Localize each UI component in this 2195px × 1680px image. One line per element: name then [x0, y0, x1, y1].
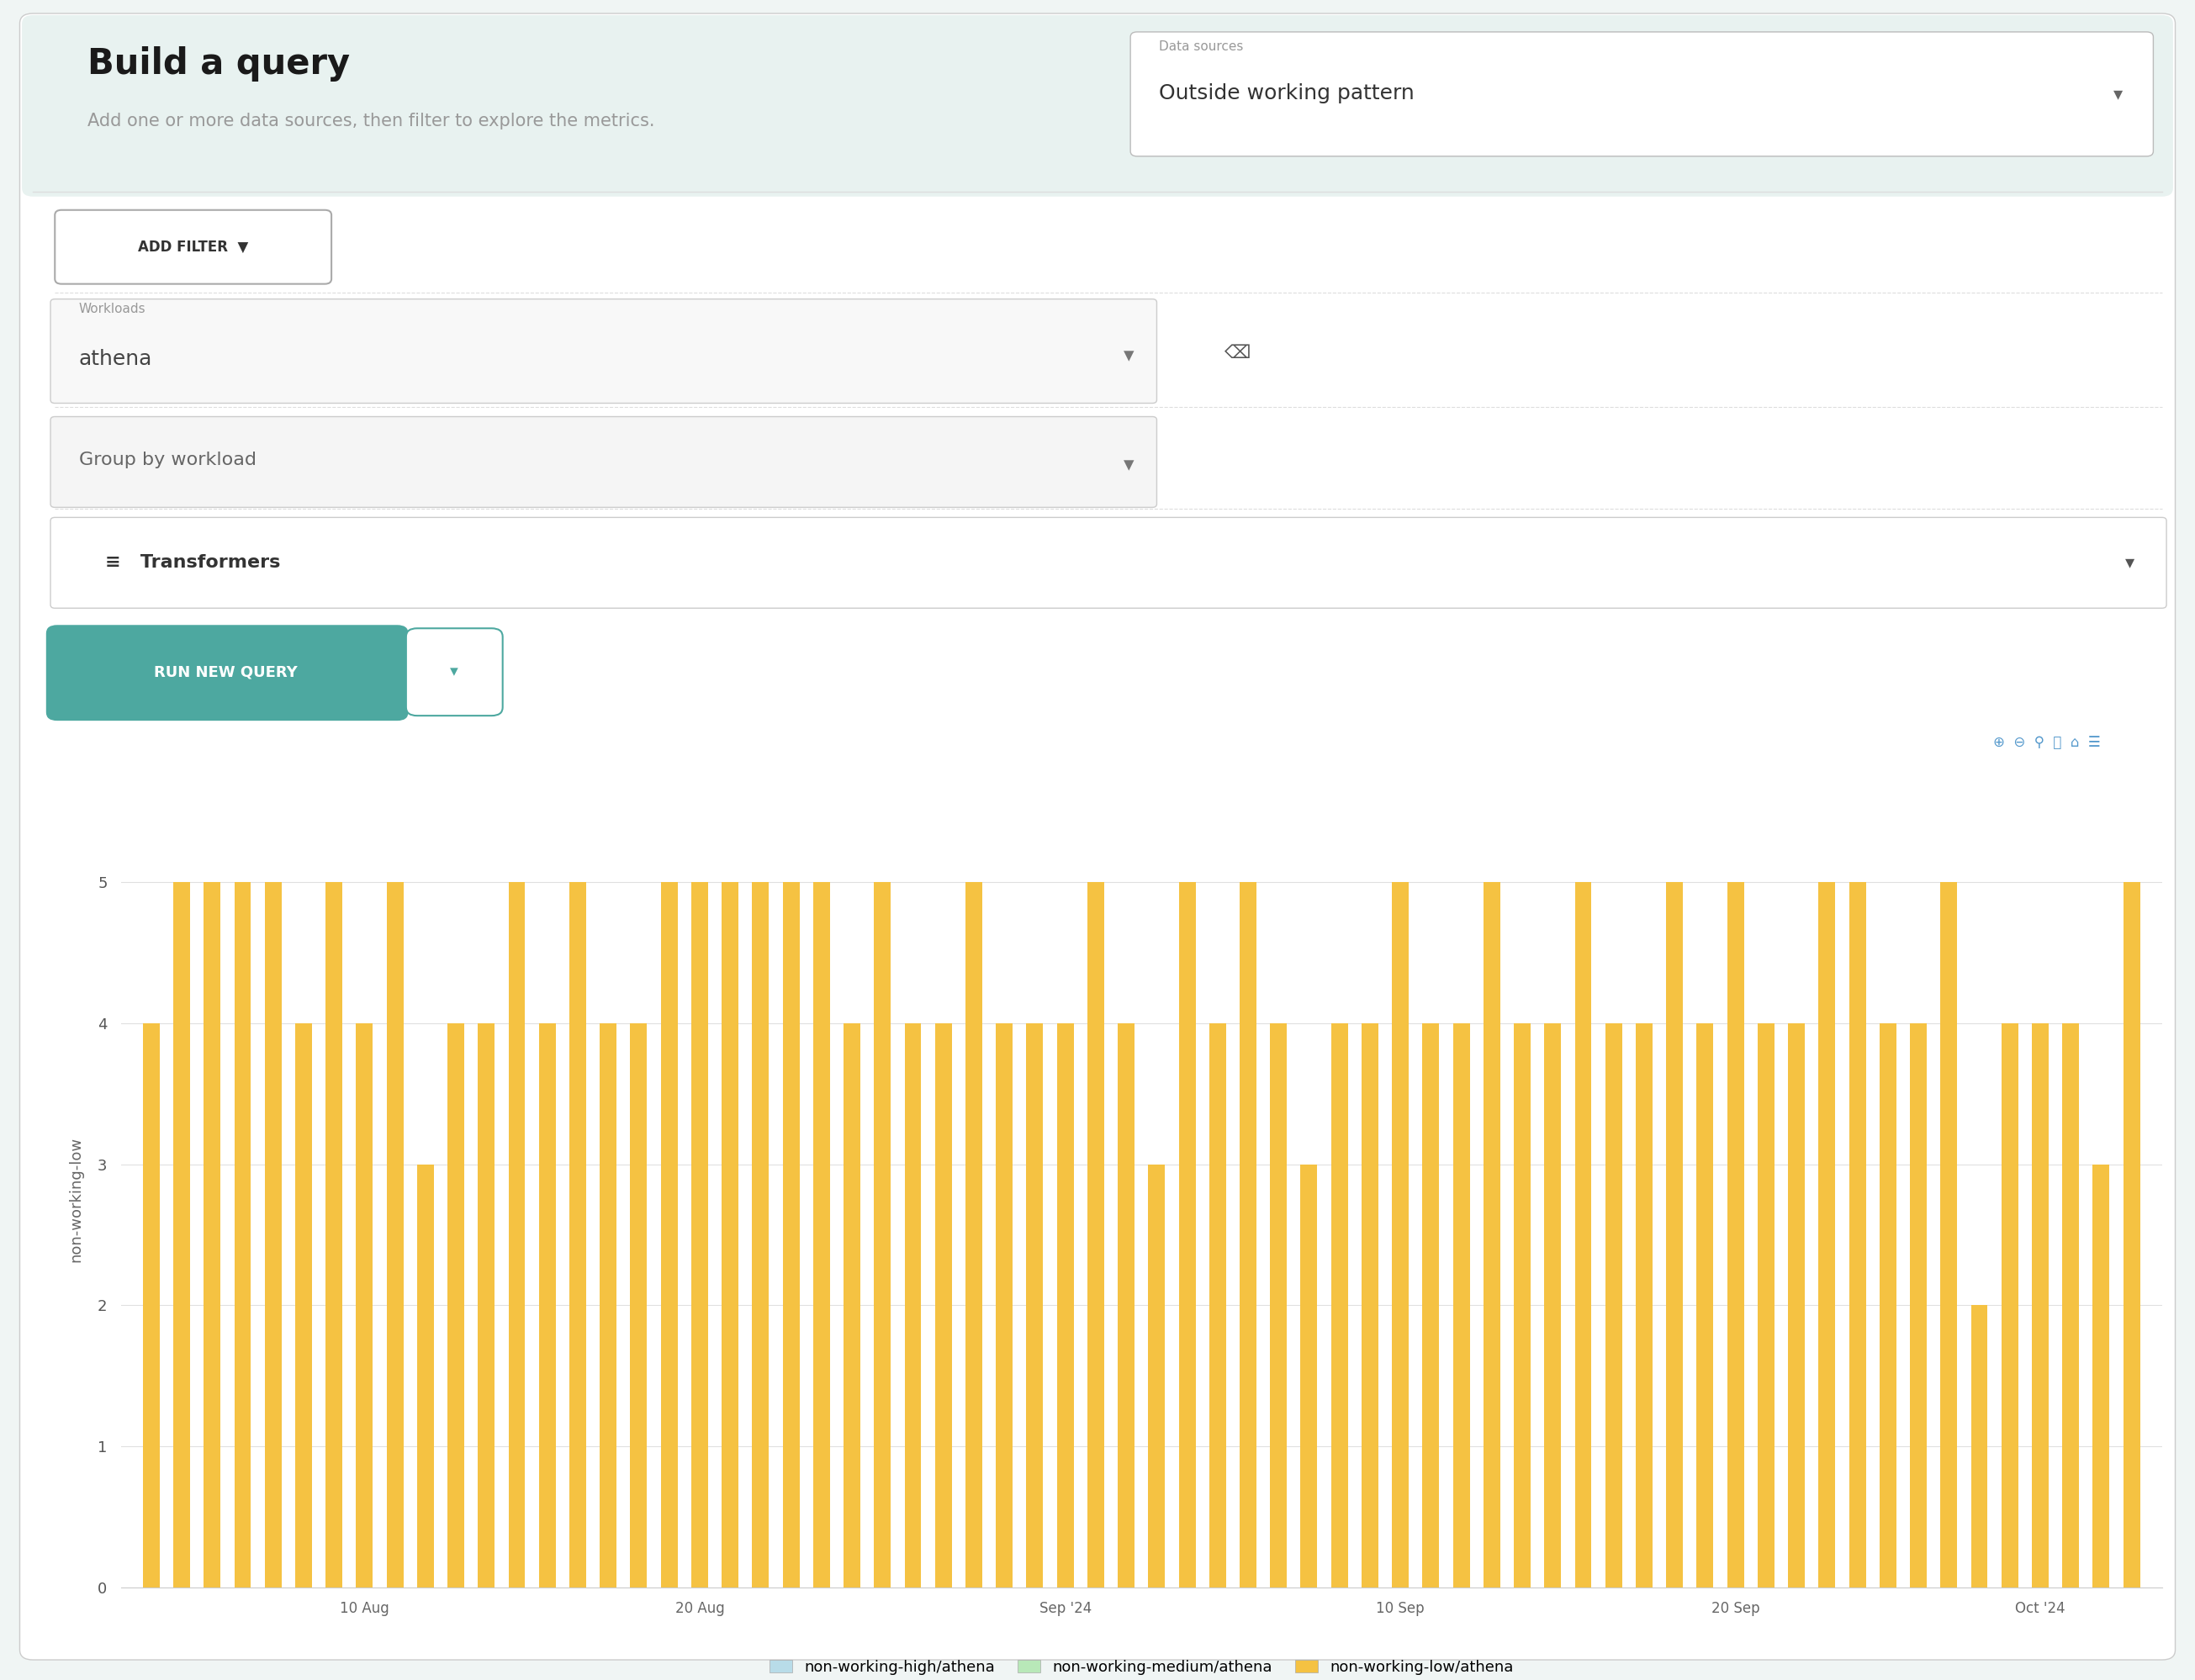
Bar [599, 1023, 617, 1588]
Legend: non-working-high/athena, non-working-medium/athena, non-working-low/athena: non-working-high/athena, non-working-med… [764, 1653, 1519, 1680]
Y-axis label: non-working-low: non-working-low [68, 1137, 83, 1262]
Bar [1605, 1023, 1622, 1588]
Bar [2033, 1023, 2048, 1588]
Text: Data sources: Data sources [1159, 40, 1242, 54]
Text: Add one or more data sources, then filter to explore the metrics.: Add one or more data sources, then filte… [88, 113, 654, 129]
Bar [1879, 1023, 1896, 1588]
Bar [1727, 882, 1743, 1588]
FancyBboxPatch shape [406, 628, 503, 716]
Bar [1635, 1023, 1653, 1588]
Bar [1971, 1305, 1989, 1588]
Bar [1666, 882, 1684, 1588]
Bar [143, 1023, 160, 1588]
Bar [753, 882, 768, 1588]
Text: ▾: ▾ [450, 664, 459, 680]
Text: ▾: ▾ [1124, 455, 1135, 475]
Bar [1240, 882, 1256, 1588]
Bar [1574, 882, 1591, 1588]
Bar [386, 882, 404, 1588]
Text: Build a query: Build a query [88, 45, 351, 82]
Bar [173, 882, 191, 1588]
Bar [1758, 1023, 1774, 1588]
Bar [1940, 882, 1958, 1588]
Text: ▾: ▾ [2114, 86, 2123, 102]
FancyBboxPatch shape [1130, 32, 2153, 156]
Bar [784, 882, 799, 1588]
Bar [1697, 1023, 1714, 1588]
FancyBboxPatch shape [50, 417, 1157, 507]
Bar [1148, 1164, 1166, 1588]
Bar [1422, 1023, 1440, 1588]
Bar [2123, 882, 2140, 1588]
Bar [569, 882, 586, 1588]
Bar [1484, 882, 1499, 1588]
Text: RUN NEW QUERY: RUN NEW QUERY [154, 664, 299, 680]
Text: Outside working pattern: Outside working pattern [1159, 82, 1414, 104]
FancyBboxPatch shape [46, 625, 408, 721]
Bar [1271, 1023, 1286, 1588]
Bar [235, 882, 250, 1588]
Bar [1330, 1023, 1348, 1588]
Bar [204, 882, 220, 1588]
FancyBboxPatch shape [20, 13, 2175, 1660]
Bar [2002, 1023, 2017, 1588]
Bar [966, 882, 981, 1588]
Bar [448, 1023, 465, 1588]
Bar [691, 882, 709, 1588]
FancyBboxPatch shape [50, 517, 2166, 608]
Bar [479, 1023, 494, 1588]
Bar [356, 1023, 373, 1588]
Bar [1302, 1164, 1317, 1588]
Bar [540, 1023, 555, 1588]
Bar [509, 882, 525, 1588]
Bar [1515, 1023, 1530, 1588]
Bar [722, 882, 738, 1588]
Bar [1545, 1023, 1561, 1588]
Text: ADD FILTER  ▼: ADD FILTER ▼ [138, 239, 248, 255]
Bar [935, 1023, 953, 1588]
Bar [1817, 882, 1835, 1588]
Text: ▾: ▾ [2125, 554, 2134, 571]
Bar [661, 882, 678, 1588]
FancyBboxPatch shape [50, 299, 1157, 403]
Bar [266, 882, 281, 1588]
FancyBboxPatch shape [22, 15, 2173, 197]
Bar [904, 1023, 922, 1588]
Bar [1179, 882, 1196, 1588]
Bar [2092, 1164, 2109, 1588]
Bar [1848, 882, 1866, 1588]
Bar [1056, 1023, 1073, 1588]
Bar [630, 1023, 648, 1588]
Bar [1789, 1023, 1804, 1588]
Bar [874, 882, 891, 1588]
Text: Workloads: Workloads [79, 302, 147, 316]
FancyBboxPatch shape [55, 210, 331, 284]
Bar [1392, 882, 1409, 1588]
Text: ⊕  ⊖  ⚲  ⧉  ⌂  ☰: ⊕ ⊖ ⚲ ⧉ ⌂ ☰ [1993, 734, 2101, 751]
Text: athena: athena [79, 348, 151, 370]
Text: Group by workload: Group by workload [79, 452, 257, 469]
Bar [1027, 1023, 1043, 1588]
Bar [325, 882, 342, 1588]
Bar [843, 1023, 860, 1588]
Bar [812, 882, 830, 1588]
Bar [1087, 882, 1104, 1588]
Bar [997, 1023, 1012, 1588]
Bar [1209, 1023, 1227, 1588]
Bar [294, 1023, 312, 1588]
Bar [2063, 1023, 2079, 1588]
Bar [1453, 1023, 1471, 1588]
Bar [417, 1164, 435, 1588]
Text: ≡   Transformers: ≡ Transformers [105, 554, 281, 571]
Bar [1117, 1023, 1135, 1588]
Bar [1361, 1023, 1378, 1588]
Text: ▾: ▾ [1124, 346, 1135, 366]
Bar [1910, 1023, 1927, 1588]
Text: ⌫: ⌫ [1225, 344, 1251, 361]
